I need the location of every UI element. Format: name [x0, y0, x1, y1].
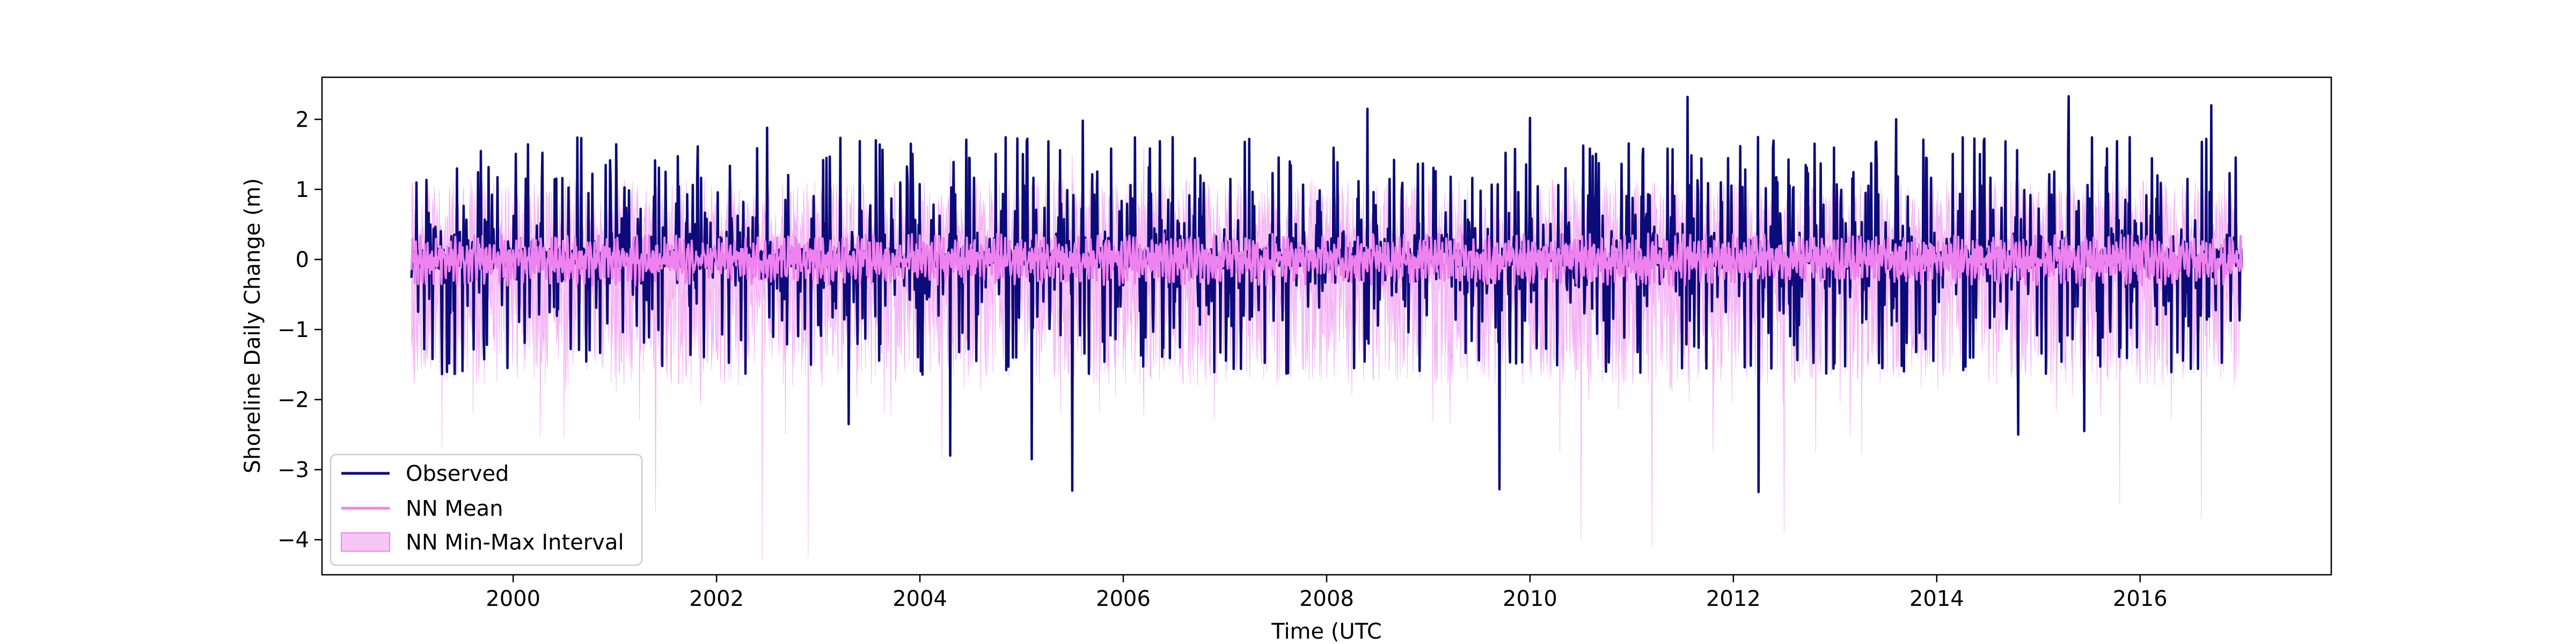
y-tick-label: −1 [277, 318, 309, 342]
legend-frame [330, 453, 643, 566]
x-tick-label: 2010 [1503, 587, 1557, 611]
y-tick-label: 1 [296, 178, 309, 202]
y-axis-label: Shoreline Daily Change (m) [240, 178, 265, 473]
x-tick-label: 2012 [1706, 587, 1761, 611]
x-axis: 2000 2002 2004 2006 2008 2010 2012 2014 2016 [486, 575, 2168, 611]
x-tick-label: 2006 [1096, 587, 1151, 611]
y-tick-label: −4 [277, 528, 309, 553]
legend-interval-label: NN Min-Max Interval [406, 530, 624, 555]
x-tick-label: 2004 [892, 587, 947, 611]
legend: Observed NN Mean NN Min-Max Interval [330, 453, 643, 566]
y-tick-label: −3 [277, 458, 309, 482]
x-tick-label: 2014 [1909, 587, 1964, 611]
legend-observed-label: Observed [406, 462, 509, 486]
x-tick-label: 2002 [689, 587, 744, 611]
plot-marks [410, 95, 2243, 561]
x-tick-label: 2000 [486, 587, 540, 611]
y-tick-label: 0 [296, 247, 309, 272]
y-tick-label: −2 [277, 388, 309, 413]
legend-interval-swatch [341, 532, 390, 552]
legend-nn-mean-label: NN Mean [406, 496, 503, 521]
y-axis: −4 −3 −2 −1 0 1 2 [277, 107, 322, 553]
nn-mean-line [410, 232, 2243, 287]
x-tick-label: 2008 [1299, 587, 1354, 611]
x-tick-label: 2016 [2113, 587, 2168, 611]
x-axis-label: Time (UTC [1271, 619, 1382, 644]
y-tick-label: 2 [296, 107, 309, 132]
